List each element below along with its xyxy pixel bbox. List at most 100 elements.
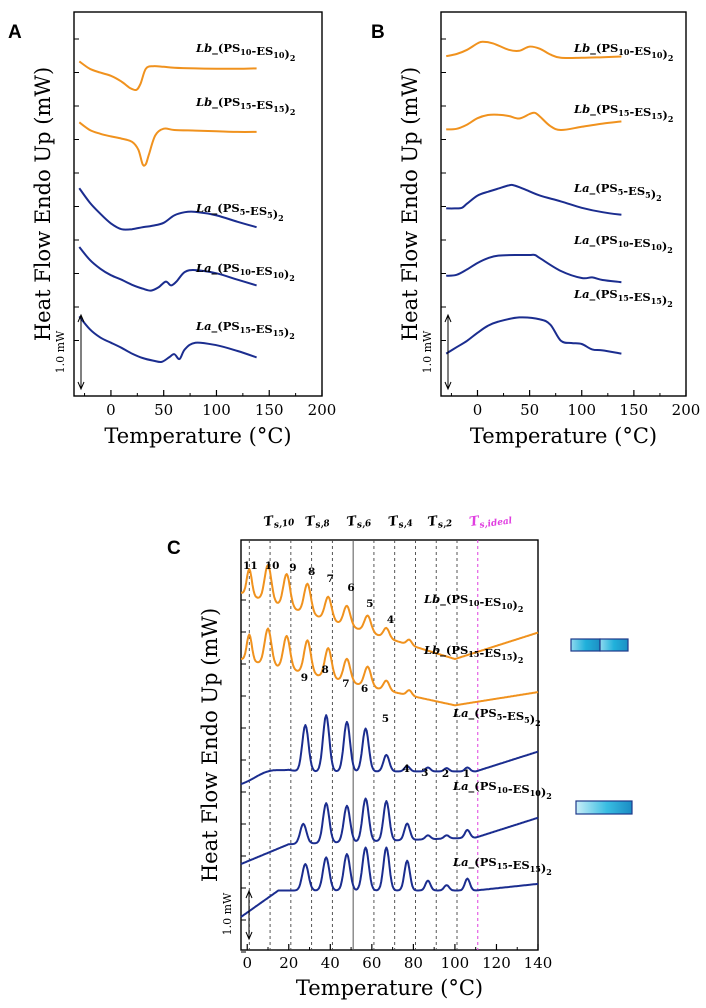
block-schematic-la-bar [575, 800, 633, 815]
peak-number: 8 [321, 664, 328, 676]
series-line [78, 121, 257, 167]
panel-label: A [8, 22, 22, 43]
peak-number: 11 [243, 560, 258, 572]
plot-frame [440, 11, 687, 397]
series-line [78, 60, 257, 92]
series-label: Lb_(PS15-ES15)2 [195, 95, 295, 117]
series-label: Lb_(PS15-ES15)2 [573, 102, 673, 124]
x-tick-label: 140 [524, 954, 553, 972]
scale-bar-arrow-down [245, 931, 253, 941]
scale-bar-arrow-down [444, 381, 452, 391]
series-line [78, 246, 257, 292]
transition-label: Ts,ideal [468, 509, 513, 532]
x-tick-label: 100 [441, 954, 470, 972]
scale-bar-label: 1.0 mW [421, 330, 434, 373]
x-axis-title: Temperature (°C) [470, 424, 657, 448]
x-tick-label: 120 [482, 954, 511, 972]
series-label: La_(PS5-ES5)2 [452, 706, 541, 728]
x-tick-label: 50 [154, 401, 173, 419]
series-label: La_(PS10-ES10)2 [573, 233, 673, 255]
block-schematic-la [575, 800, 633, 815]
series-line [446, 253, 622, 284]
transition-label: Ts,8 [304, 512, 331, 532]
y-axis-title: Heat Flow Endo Up (mW) [198, 608, 222, 882]
y-axis-title: Heat Flow Endo Up (mW) [398, 67, 422, 341]
transition-label: Ts,6 [346, 512, 373, 532]
panel-a: 0 50 100 150 200 Lb_(PS10-ES10)2 Lb_(PS15-ES15… [8, 11, 337, 448]
series-line [78, 315, 257, 364]
peak-number: 10 [265, 560, 280, 572]
series-line [446, 183, 622, 216]
peak-number: 9 [289, 562, 296, 574]
series-label: La_(PS15-ES15)2 [573, 287, 673, 309]
block-schematic-lb-right [599, 638, 629, 652]
scale-bar-label: 1.0 mW [221, 892, 234, 935]
series-line [240, 714, 539, 785]
block-schematic-lb-left [570, 638, 601, 652]
scale-bar-arrow-up [77, 313, 85, 323]
peak-number: 1 [463, 768, 470, 780]
scale-bar-arrow-down [77, 381, 85, 391]
plot-frame [73, 11, 323, 397]
series-label: Lb_(PS10-ES10)2 [423, 592, 523, 614]
x-tick-label: 40 [321, 954, 340, 972]
peak-number: 4 [402, 763, 409, 775]
scale-bar-label: 1.0 mW [54, 330, 67, 373]
series-line [78, 187, 257, 231]
peak-number: 5 [366, 598, 373, 610]
peak-number: 4 [387, 614, 394, 626]
peak-number: 7 [342, 678, 349, 690]
y-axis-title: Heat Flow Endo Up (mW) [31, 67, 55, 341]
peak-number: 8 [308, 566, 315, 578]
scale-bar-arrow-up [444, 313, 452, 323]
series-label: Lb_(PS15-ES15)2 [423, 643, 523, 665]
series-line [240, 797, 539, 865]
series-label: La_(PS15-ES15)2 [452, 855, 552, 877]
plot-frame [240, 539, 539, 951]
peak-number: 6 [361, 683, 368, 695]
x-tick-label: 150 [255, 401, 284, 419]
transition-label: Ts,2 [427, 512, 453, 532]
panel-label: C [167, 538, 181, 559]
x-tick-label: 0 [242, 954, 252, 972]
series-line [240, 846, 539, 918]
x-tick-label: 0 [106, 401, 116, 419]
x-tick-label: 80 [404, 954, 423, 972]
series-label: La_(PS10-ES10)2 [452, 779, 552, 801]
series-label: Lb_(PS10-ES10)2 [195, 41, 295, 63]
series-label: La_(PS5-ES5)2 [573, 181, 662, 203]
panel-label: B [371, 22, 385, 43]
x-tick-label: 60 [362, 954, 381, 972]
x-tick-label: 100 [202, 401, 231, 419]
series-line [446, 111, 622, 132]
x-tick-label: 0 [473, 401, 483, 419]
series-label: La_(PS15-ES15)2 [195, 319, 295, 341]
block-schematic-lb [570, 638, 629, 652]
x-tick-label: 200 [308, 401, 337, 419]
x-axis-title: Temperature (°C) [296, 976, 483, 1000]
series-line [241, 563, 539, 660]
peak-number: 9 [301, 672, 308, 684]
panel-c: 0 20 40 60 80 100 120 140 Lb_(PS10-ES10)2 Lb_(PS1… [167, 509, 553, 1000]
peak-number: 3 [421, 767, 428, 779]
panel-b: 0 50 100 150 200 Lb_(PS10-ES10)2 Lb_(PS15-ES15… [371, 11, 701, 448]
x-tick-label: 20 [279, 954, 298, 972]
scale-bar-arrow-up [245, 889, 253, 899]
transition-label: Ts,10 [263, 511, 296, 532]
peak-number: 6 [347, 582, 354, 594]
x-tick-label: 200 [672, 401, 701, 419]
series-line [241, 627, 539, 707]
transition-label: Ts,4 [387, 512, 413, 532]
series-line [445, 40, 622, 60]
series-label: Lb_(PS10-ES10)2 [573, 41, 673, 63]
series-label: La_(PS5-ES5)2 [195, 201, 284, 223]
peak-number: 5 [382, 713, 389, 725]
peak-number: 7 [327, 573, 334, 585]
x-tick-label: 50 [520, 401, 539, 419]
series-line [445, 316, 622, 355]
x-tick-label: 150 [620, 401, 649, 419]
series-label: La_(PS10-ES10)2 [195, 261, 295, 283]
x-tick-label: 100 [567, 401, 596, 419]
peak-number: 2 [442, 768, 449, 780]
